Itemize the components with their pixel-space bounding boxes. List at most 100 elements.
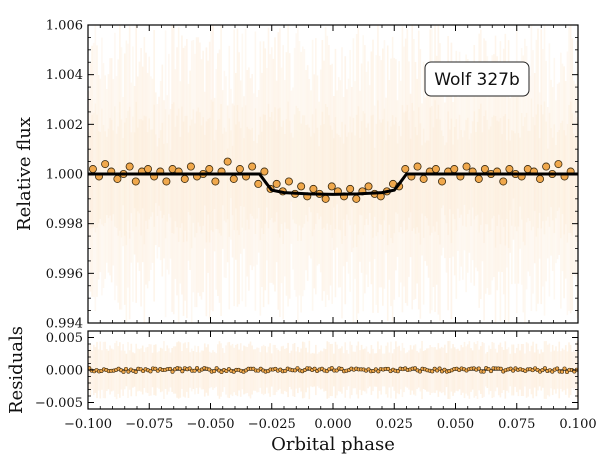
x-tick-labels: −0.100 −0.075 −0.050 −0.025 0.000 0.025 0.050 0… [64,417,597,432]
residual-point [564,369,569,374]
data-point [211,177,220,186]
data-point [450,165,459,174]
residual-point [417,369,422,374]
data-point [364,182,373,191]
bottom-y-tick-label: −0.005 [35,396,83,411]
residual-point [334,368,339,373]
residual-point [207,367,212,372]
residual-point [329,366,334,371]
x-tick-label: 0.025 [376,417,413,432]
residual-point [511,368,516,373]
residual-point [195,366,200,371]
data-point [284,177,293,186]
data-point [297,182,306,191]
residual-point [180,369,185,374]
planet-label: Wolf 327b [434,70,520,90]
residual-point [133,369,138,374]
x-tick-label: 0.000 [314,417,351,432]
residual-point [170,369,175,374]
residual-point [555,366,560,371]
residual-point [123,366,128,371]
x-tick-label: 0.100 [559,417,596,432]
x-tick-label: −0.025 [248,417,296,432]
data-point [88,165,97,174]
residual-point [295,366,300,371]
residual-point [413,366,418,371]
data-point [131,177,140,186]
data-point [101,160,110,169]
residual-point [542,366,547,371]
data-point [352,194,361,203]
data-point [254,179,263,188]
data-point [401,165,410,174]
data-point [480,165,489,174]
residual-point [126,369,131,374]
residual-point [437,366,442,371]
residual-point [212,369,217,374]
data-point [260,167,269,176]
data-point [327,182,336,191]
bottom-y-tick-label: 0.000 [46,364,83,379]
residual-point [187,366,192,371]
data-point [144,165,153,174]
residual-point [168,366,173,371]
residual-point [430,369,435,374]
residual-point [481,369,486,374]
data-point [125,162,134,171]
top-y-tick-label: 0.998 [46,217,83,232]
residual-point [148,369,153,374]
residual-point [562,366,567,371]
planet-label-box: Wolf 327b [424,61,530,97]
residual-point [489,369,494,374]
residual-point [376,369,381,374]
residual-point [560,369,565,374]
data-point [419,174,428,183]
residual-point [214,366,219,371]
data-point [229,174,238,183]
data-point [321,194,330,203]
data-point [474,174,483,183]
x-tick-label: −0.100 [64,417,112,432]
bottom-y-tick-label: 0.005 [46,331,83,346]
residual-point [293,368,298,373]
residual-point [476,366,481,371]
data-point [113,174,122,183]
data-point [499,177,508,186]
residual-point [550,369,555,374]
x-axis-title: Orbital phase [271,434,395,455]
residual-point [386,366,391,371]
residual-point [283,368,288,373]
data-point [438,177,447,186]
data-point [235,165,244,174]
residual-point [312,366,317,371]
data-point [205,165,214,174]
data-point [413,162,422,171]
x-tick-label: 0.075 [498,417,535,432]
top-y-axis-title: Relative flux [14,117,35,231]
x-tick-label: 0.050 [437,417,474,432]
residual-point [177,366,182,371]
data-point [542,162,551,171]
transit-model-line [88,172,578,196]
top-panel: 0.994 0.996 0.998 1.000 1.002 1.004 1.006 Wolf… [14,19,579,332]
data-point [309,184,318,193]
residual-point [339,366,344,371]
data-point [536,174,545,183]
data-point [186,162,195,171]
top-y-tick-label: 1.006 [46,19,83,34]
top-data-points [88,157,575,203]
top-ticks: 0.994 0.996 0.998 1.000 1.002 1.004 1.006 [46,19,579,332]
data-point [346,184,355,193]
top-y-tick-label: 1.000 [46,168,83,183]
data-point [248,162,257,171]
top-y-tick-label: 1.002 [46,118,83,133]
data-point [223,157,232,166]
data-point [554,160,563,169]
data-point [180,174,189,183]
data-point [272,179,281,188]
top-y-tick-label: 1.004 [46,68,83,83]
bottom-residual-points [88,366,578,374]
residual-point [395,369,400,374]
bottom-y-axis-title: Residuals [6,326,27,414]
